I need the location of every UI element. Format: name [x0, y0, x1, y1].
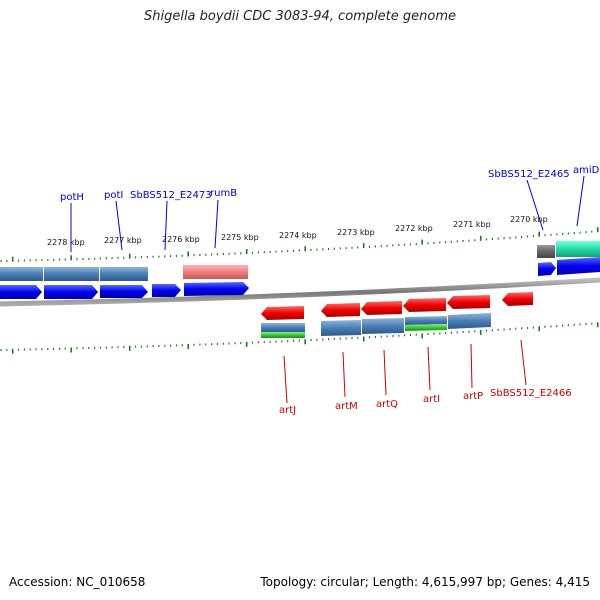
leader-line [576, 175, 585, 227]
leader-line [383, 349, 387, 396]
gene-label-amid[interactable]: amiD [573, 165, 600, 176]
kbp-label: 2274 kbp [279, 231, 317, 240]
gene-label-arti[interactable]: artI [423, 394, 440, 405]
kbp-label: 2276 kbp [162, 235, 200, 244]
map-title: Shigella boydii CDC 3083-94, complete ge… [143, 9, 457, 24]
gene-arrow-reverse[interactable] [447, 295, 490, 309]
feature-box[interactable] [556, 241, 600, 257]
leader-line [214, 199, 219, 249]
gene-label-rumb[interactable]: rumB [210, 188, 237, 199]
genome-backbone [0, 277, 600, 307]
feature-box[interactable] [405, 316, 447, 325]
leader-line [470, 343, 473, 389]
leader-line [526, 179, 544, 231]
leader-line [427, 346, 431, 391]
feature-box[interactable] [100, 267, 148, 281]
gene-arrow-reverse[interactable] [361, 301, 402, 315]
feature-box[interactable] [44, 267, 99, 281]
gene-arrow-forward[interactable] [538, 262, 556, 276]
gene-label-e2466[interactable]: SbBS512_E2466 [490, 388, 572, 399]
gene-arrow-reverse[interactable] [403, 298, 446, 312]
leader-line [164, 200, 168, 251]
gene-label-e2465[interactable]: SbBS512_E2465 [488, 169, 570, 180]
feature-box[interactable] [537, 245, 555, 258]
kbp-labels: 2278 kbp 2277 kbp 2276 kbp 2275 kbp 2274… [47, 215, 548, 247]
feature-box[interactable] [261, 332, 305, 338]
gene-arrow-forward[interactable] [184, 282, 249, 296]
gene-arrow-forward[interactable] [44, 285, 98, 299]
gene-arrow-reverse[interactable] [261, 306, 304, 320]
kbp-label: 2271 kbp [453, 220, 491, 229]
lower-feature-row [261, 313, 491, 338]
gene-label-artq[interactable]: artQ [376, 399, 398, 410]
kbp-label: 2273 kbp [337, 228, 375, 237]
bottom-gene-labels: artJ artM artQ artI artP SbBS512_E2466 [279, 339, 572, 416]
leader-line [115, 200, 123, 251]
kbp-label: 2277 kbp [104, 236, 142, 245]
forward-cds-row [0, 257, 600, 299]
feature-box[interactable] [362, 318, 404, 334]
gene-label-artj[interactable]: artJ [279, 405, 296, 416]
kbp-label: 2278 kbp [47, 238, 85, 247]
gene-label-pota[interactable]: potH [60, 192, 84, 203]
feature-box[interactable] [321, 320, 361, 336]
leader-line [520, 339, 527, 386]
feature-box[interactable] [448, 313, 491, 329]
gene-arrow-forward[interactable] [557, 257, 600, 275]
gene-label-artm[interactable]: artM [335, 401, 358, 412]
leader-line [283, 355, 288, 404]
feature-box[interactable] [183, 265, 248, 279]
genome-summary-text: Topology: circular; Length: 4,615,997 bp… [260, 575, 590, 589]
gene-label-artp[interactable]: artP [463, 391, 483, 402]
feature-box[interactable] [0, 267, 43, 281]
reverse-cds-row [261, 292, 533, 320]
gene-arrow-forward[interactable] [0, 285, 42, 299]
bottom-tick-scale [0, 322, 599, 354]
kbp-label: 2272 kbp [395, 224, 433, 233]
gene-arrow-forward[interactable] [100, 285, 148, 298]
accession-text: Accession: NC_010658 [9, 575, 146, 589]
feature-box[interactable] [405, 324, 447, 331]
kbp-label: 2270 kbp [510, 215, 548, 224]
leader-line [342, 351, 346, 398]
top-tick-scale [0, 227, 599, 262]
gene-arrow-forward[interactable] [152, 284, 181, 297]
feature-box[interactable] [261, 323, 305, 332]
top-gene-labels: potH potI SbBS512_E2473 rumB SbBS512_E24… [60, 165, 600, 252]
gene-arrow-reverse[interactable] [321, 303, 360, 317]
gene-label-poti[interactable]: potI [104, 190, 123, 201]
upper-feature-row [0, 241, 600, 281]
kbp-label: 2275 kbp [221, 233, 259, 242]
gene-arrow-reverse[interactable] [502, 292, 533, 306]
gene-label-e2473[interactable]: SbBS512_E2473 [130, 190, 212, 201]
